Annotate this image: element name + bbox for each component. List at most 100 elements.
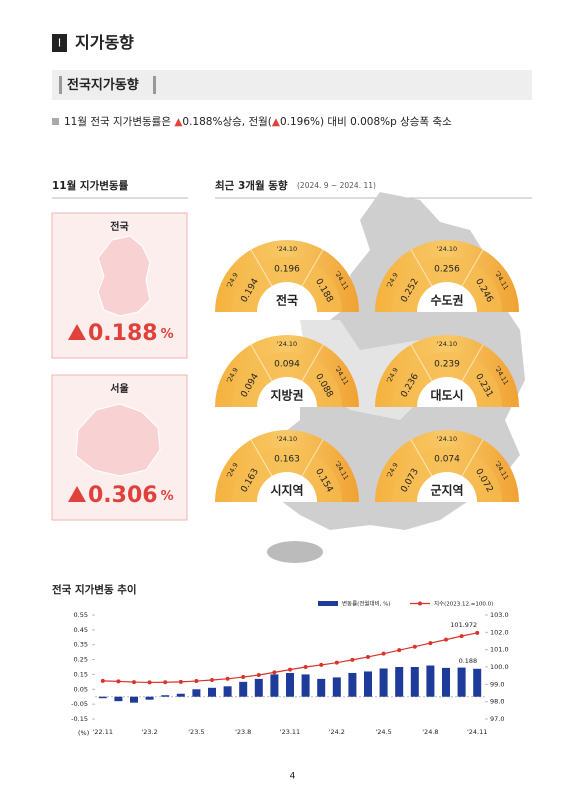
bar	[364, 671, 372, 697]
gauge-inner	[257, 472, 317, 502]
y-tick-label: 0.35	[74, 641, 88, 649]
chart-title: 전국 지가변동 추이	[52, 583, 137, 596]
gauge-month: '24.10	[437, 435, 457, 443]
bar	[317, 678, 326, 697]
x-tick-label: '23.8	[235, 728, 251, 736]
card-map	[75, 403, 161, 477]
y2-tick-label: 100.0	[490, 663, 509, 671]
line-point	[444, 637, 448, 642]
card-label: 서울	[110, 382, 128, 395]
y-tick-label: 0.15	[74, 670, 88, 678]
gauge-value: 0.163	[274, 455, 300, 465]
gauge-divider	[301, 439, 324, 477]
bar	[270, 674, 279, 697]
y-tick-label: 0.45	[74, 626, 88, 634]
bar	[457, 667, 466, 697]
bar	[410, 667, 419, 697]
x-tick-label: '23.2	[141, 728, 157, 736]
gauge-name: 대도시	[430, 389, 463, 403]
header-number: Ⅰ	[58, 37, 61, 50]
card-map	[97, 235, 151, 317]
x-tick-label: '24.2	[329, 728, 345, 736]
gauge-name: 수도권	[430, 294, 463, 308]
line-point	[350, 657, 355, 662]
summary: 11월 전국 지가변동률은 ▲0.188%상승, 전월(▲0.196%) 대비 …	[64, 116, 452, 128]
bar	[145, 696, 154, 700]
section-bar	[59, 76, 62, 94]
gauge-name: 시지역	[270, 483, 303, 498]
bar	[239, 681, 248, 697]
line-point	[412, 644, 417, 649]
gauge-divider	[250, 439, 273, 477]
up-arrow	[68, 324, 86, 340]
line-point	[100, 678, 105, 683]
summary-text: 0.188%상승, 전월(	[182, 116, 271, 128]
bar	[130, 696, 138, 703]
summary-text: 11월 전국 지가변동률은	[64, 116, 174, 128]
line-point	[475, 630, 480, 635]
page-number: 4	[290, 772, 296, 782]
line-point	[256, 672, 261, 677]
legend-swatch	[318, 601, 338, 606]
bar	[192, 689, 201, 697]
chart: -0.15 -0.05 0.05 0.15 0.25 0.35 0.45 0.55 97.0 98…	[71, 600, 508, 737]
gauge-month: '24.10	[277, 245, 297, 253]
card-value: 0.306%	[88, 483, 174, 508]
gauge-value: 0.256	[434, 265, 460, 275]
bar	[223, 686, 232, 697]
gauge-divider	[250, 344, 273, 382]
legend-label: 지수(2023.12.=100.0)	[434, 600, 493, 608]
line-point	[194, 679, 199, 684]
data-label: 101.972	[450, 621, 477, 629]
bar	[348, 672, 357, 697]
line-point	[132, 680, 136, 685]
y-tick-label: -0.05	[71, 700, 88, 708]
bar	[208, 687, 216, 697]
y-tick-label: 0.55	[74, 611, 88, 619]
gauge-inner	[417, 282, 477, 312]
y-unit: (%)	[78, 729, 89, 737]
gauge-month: '24.10	[277, 340, 297, 348]
x-tick-label: '24.8	[422, 728, 438, 736]
y2-tick-label: 99.0	[490, 680, 504, 688]
y2-tick-label: 103.0	[490, 611, 509, 619]
bullet	[52, 118, 59, 125]
gauge-inner	[257, 282, 317, 312]
card-number: 0.188	[88, 321, 158, 346]
y2-tick-label: 102.0	[490, 628, 509, 636]
line-point	[225, 676, 230, 681]
section-bar	[153, 76, 156, 94]
gauge-month: '24.10	[437, 340, 457, 348]
x-tick-label: '24.11	[467, 728, 487, 736]
bar	[161, 695, 170, 697]
line-point	[303, 665, 308, 669]
gauge-divider	[410, 249, 433, 287]
right-title: 최근 3개월 동향	[215, 179, 288, 192]
gauge-divider	[410, 344, 433, 382]
gauge-inner	[417, 377, 477, 407]
line-point	[381, 651, 386, 656]
card-label: 전국	[110, 220, 128, 233]
legend-swatch	[418, 601, 422, 606]
line-point	[397, 648, 402, 653]
y2-tick-label: 101.0	[490, 646, 509, 654]
line-point	[178, 679, 183, 684]
line-point	[163, 680, 168, 685]
line-point	[147, 680, 152, 685]
line-point	[210, 678, 214, 682]
y-tick-label: -0.15	[71, 715, 88, 723]
line-point	[241, 675, 246, 680]
card-number: 0.306	[88, 483, 158, 508]
x-tick-label: '24.5	[375, 728, 391, 736]
gauge-name: 전국	[276, 293, 298, 308]
header-box	[52, 34, 67, 52]
summary-text: 0.196%) 대비 0.008%p 상승폭 축소	[280, 116, 452, 128]
gauge-divider	[461, 344, 484, 382]
line-point	[366, 654, 370, 659]
card-unit: %	[161, 327, 174, 342]
x-tick-label: '23.5	[188, 728, 204, 736]
gauge-divider	[301, 344, 324, 382]
bar	[426, 665, 435, 697]
line-point	[319, 662, 324, 667]
